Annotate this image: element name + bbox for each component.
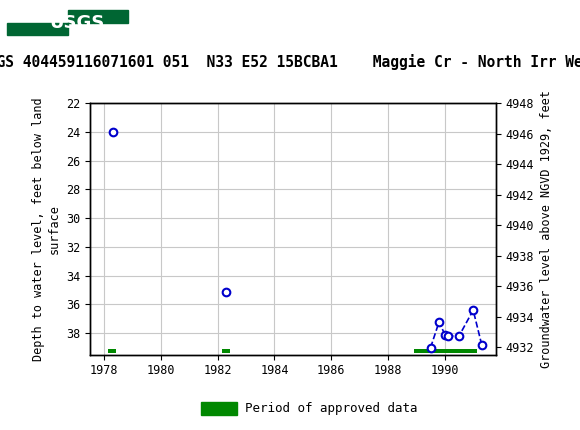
Text: USGS 404459116071601 051  N33 E52 15BCBA1    Maggie Cr - North Irr Well: USGS 404459116071601 051 N33 E52 15BCBA1… xyxy=(0,54,580,71)
Bar xyxy=(201,402,237,415)
Text: Period of approved data: Period of approved data xyxy=(245,402,418,415)
Bar xyxy=(414,349,477,353)
Y-axis label: Groundwater level above NGVD 1929, feet: Groundwater level above NGVD 1929, feet xyxy=(539,90,553,368)
Bar xyxy=(67,10,128,23)
Bar xyxy=(7,10,128,35)
Y-axis label: Depth to water level, feet below land
surface: Depth to water level, feet below land su… xyxy=(32,97,60,361)
Text: USGS: USGS xyxy=(49,14,104,31)
Bar xyxy=(7,23,67,35)
Bar xyxy=(108,349,116,353)
Bar xyxy=(222,349,230,353)
